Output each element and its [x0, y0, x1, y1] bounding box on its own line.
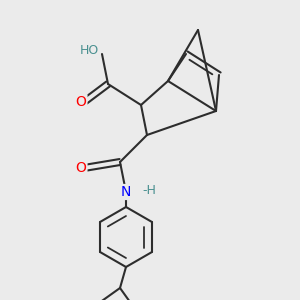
Text: HO: HO — [80, 44, 99, 58]
Text: N: N — [121, 185, 131, 199]
Text: O: O — [76, 161, 86, 175]
Text: -H: -H — [142, 184, 156, 197]
Text: O: O — [76, 95, 86, 109]
